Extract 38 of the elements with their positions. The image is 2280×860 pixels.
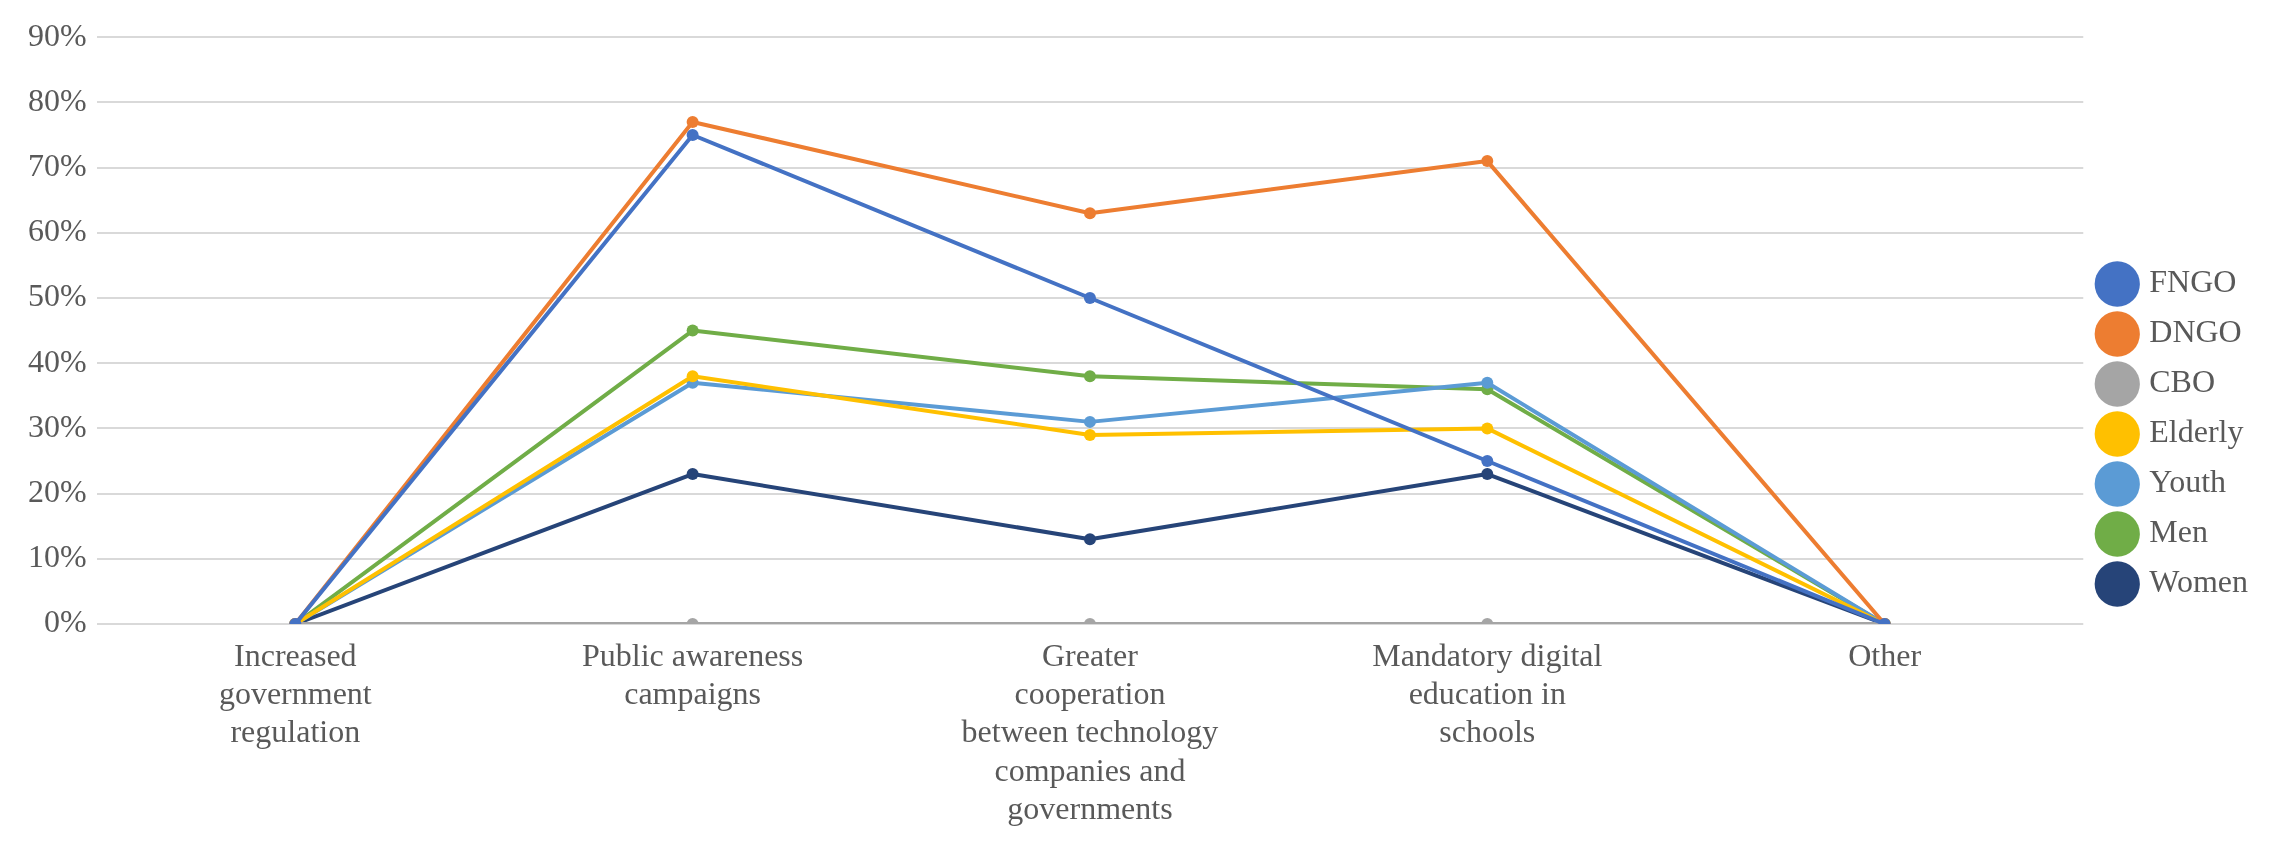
legend-label: Elderly [2149,413,2244,450]
x-tick-label: Public awareness campaigns [582,636,804,712]
point [1481,376,1494,389]
y-tick-label: 40% [28,342,87,379]
y-tick-label: 20% [28,473,87,510]
y-tick-label: 70% [28,147,87,184]
point [1083,428,1096,441]
legend-label: Youth [2149,463,2227,500]
point [686,115,699,128]
point [1083,533,1096,546]
point [1481,455,1494,467]
y-tick-label: 10% [28,538,87,575]
x-tick-label: Other [1848,636,1922,673]
legend-label: Men [2149,513,2208,550]
point [1481,155,1494,168]
legend-label: DNGO [2149,313,2242,350]
legend-label: CBO [2149,363,2216,400]
point [1481,468,1494,481]
point [1083,370,1096,383]
point [686,324,699,337]
legend-label: FNGO [2149,263,2237,300]
y-tick-label: 0% [44,603,87,640]
x-tick-label: Greater cooperation between technology companies and governments [961,636,1219,827]
point [1481,422,1494,435]
y-tick-label: 60% [28,212,87,249]
y-tick-label: 50% [28,277,87,314]
legend-label: Women [2149,563,2248,600]
y-tick-label: 30% [28,407,87,444]
x-tick-label: Increased government regulation [218,636,372,750]
point [686,370,699,383]
point [1083,415,1096,428]
point [686,468,699,481]
point [686,129,699,141]
y-tick-label: 80% [28,81,87,118]
point [1083,207,1096,220]
point [1083,292,1096,304]
x-tick-label: Mandatory digital education in schools [1372,636,1603,750]
y-tick-label: 90% [28,16,87,53]
